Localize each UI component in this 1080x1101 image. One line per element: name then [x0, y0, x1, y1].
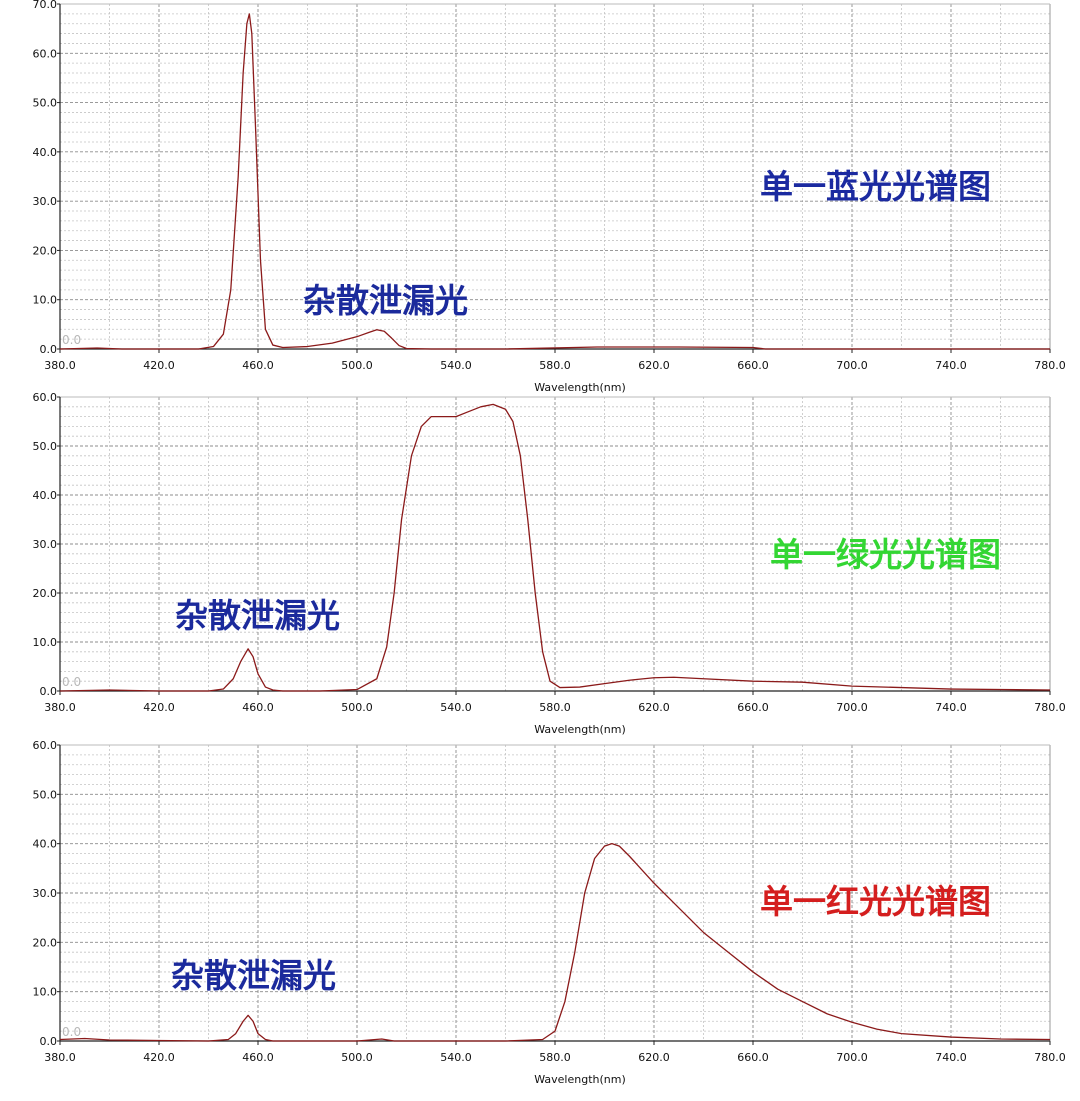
x-tick-label: 500.0: [341, 701, 373, 714]
x-tick-label: 620.0: [638, 701, 670, 714]
y-tick-label: 40.0: [33, 146, 58, 159]
y-tick-label: 20.0: [33, 244, 58, 257]
x-tick-label: 700.0: [836, 701, 868, 714]
x-tick-label: 740.0: [935, 1051, 967, 1064]
y-tick-label: 0.0: [40, 1035, 58, 1048]
spectrum-line-1: [59, 403, 1051, 692]
chart-title: 单一红光光谱图: [760, 882, 991, 921]
x-tick-label: 420.0: [143, 1051, 175, 1064]
y-tick-label: 10.0: [33, 294, 58, 307]
y-tick-label: 70.0: [33, 0, 58, 11]
x-tick-label: 540.0: [440, 701, 472, 714]
y-tick-label: 30.0: [33, 195, 58, 208]
x-axis-title: Wavelength(nm): [534, 1073, 626, 1086]
x-tick-label: 620.0: [638, 359, 670, 372]
stray-light-annotation: 杂散泄漏光: [303, 281, 468, 320]
x-tick-label: 580.0: [539, 1051, 571, 1064]
y-tick-label: 60.0: [33, 391, 58, 404]
y-tick-label: 60.0: [33, 47, 58, 60]
x-tick-label: 620.0: [638, 1051, 670, 1064]
x-tick-label: 780.0: [1034, 701, 1066, 714]
y-tick-label: 10.0: [33, 986, 58, 999]
x-tick-label: 380.0: [44, 1051, 76, 1064]
chart-title: 单一绿光光谱图: [770, 535, 1001, 574]
x-tick-label: 740.0: [935, 701, 967, 714]
y-tick-label: 20.0: [33, 587, 58, 600]
y-tick-label: 50.0: [33, 788, 58, 801]
x-tick-label: 740.0: [935, 359, 967, 372]
x-tick-label: 500.0: [341, 1051, 373, 1064]
chart-panel-3: 0.0 10.0 20.0 30.0 40.0 50.0 60.0 380.0 420.0 460…: [33, 739, 1066, 1086]
x-tick-label: 780.0: [1034, 1051, 1066, 1064]
x-tick-label: 700.0: [836, 359, 868, 372]
x-tick-label: 380.0: [44, 701, 76, 714]
x-tick-label: 580.0: [539, 359, 571, 372]
x-tick-label: 420.0: [143, 359, 175, 372]
y-tick-label: 0.0: [40, 343, 58, 356]
y-tick-label: 50.0: [33, 97, 58, 110]
x-tick-label: 540.0: [440, 1051, 472, 1064]
x-tick-label: 460.0: [242, 359, 274, 372]
x-axis-title: Wavelength(nm): [534, 381, 626, 394]
x-tick-label: 700.0: [836, 1051, 868, 1064]
y-tick-label: 0.0: [40, 685, 58, 698]
x-axis-title: Wavelength(nm): [534, 723, 626, 736]
y-tick-label: 50.0: [33, 440, 58, 453]
x-tick-label: 420.0: [143, 701, 175, 714]
x-tick-label: 660.0: [737, 1051, 769, 1064]
x-tick-label: 460.0: [242, 1051, 274, 1064]
origin-label: 0.0: [62, 1025, 81, 1039]
origin-label: 0.0: [62, 675, 81, 689]
x-tick-label: 500.0: [341, 359, 373, 372]
y-tick-label: 20.0: [33, 936, 58, 949]
x-tick-label: 460.0: [242, 701, 274, 714]
spectrum-line-1: [59, 13, 1050, 350]
x-tick-label: 580.0: [539, 701, 571, 714]
x-tick-label: 540.0: [440, 359, 472, 372]
spectrum-line-1: [59, 843, 1051, 1042]
x-tick-label: 380.0: [44, 359, 76, 372]
y-tick-label: 10.0: [33, 636, 58, 649]
chart-title: 单一蓝光光谱图: [760, 167, 991, 206]
y-tick-label: 30.0: [33, 538, 58, 551]
y-tick-label: 40.0: [33, 838, 58, 851]
stray-light-annotation: 杂散泄漏光: [175, 596, 340, 635]
chart-panel-2: 0.0 10.0 20.0 30.0 40.0 50.0 60.0 380.0 420.0 460…: [33, 391, 1066, 736]
x-tick-label: 660.0: [737, 701, 769, 714]
x-tick-label: 660.0: [737, 359, 769, 372]
chart-panel-1: 0.0 10.0 20.0 30.0 40.0 50.0 60.0 70.0 380.0 420.…: [33, 0, 1066, 394]
stray-light-annotation: 杂散泄漏光: [171, 956, 336, 995]
x-tick-label: 780.0: [1034, 359, 1066, 372]
y-tick-label: 30.0: [33, 887, 58, 900]
y-tick-label: 60.0: [33, 739, 58, 752]
origin-label: 0.0: [62, 333, 81, 347]
y-tick-label: 40.0: [33, 489, 58, 502]
